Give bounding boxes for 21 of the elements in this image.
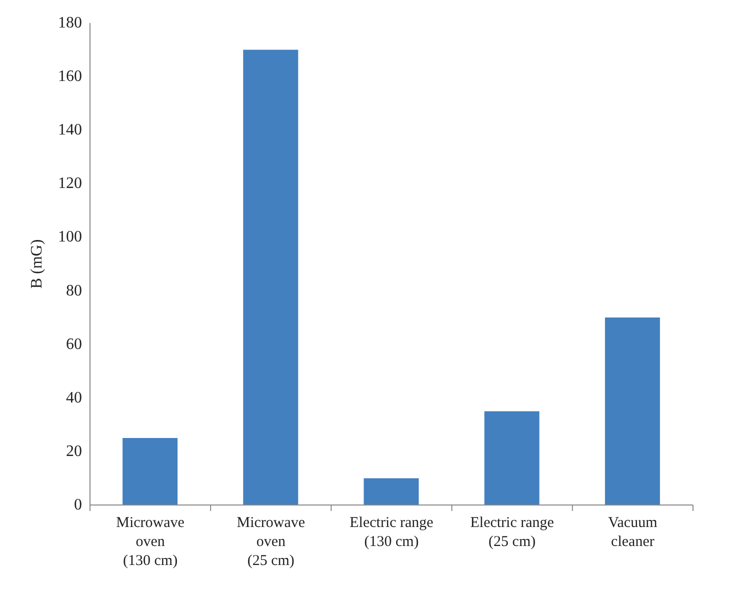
y-tick-label: 40 [66,389,82,406]
bar [364,478,419,505]
bar [243,50,298,505]
y-tick-label: 120 [58,175,82,192]
bar [484,411,540,505]
x-tick-label: Vacuum cleaner [608,515,658,550]
x-tick-label: Electric range (25 cm) [470,515,554,550]
y-axis-title: B (mG) [28,239,46,289]
y-tick-label: 160 [58,68,82,86]
y-tick-label: 60 [66,336,82,353]
x-tick-label: Electric range (130 cm) [350,515,434,550]
y-tick-label: 180 [58,14,82,32]
y-tick-label: 80 [66,282,82,300]
bar [604,318,660,505]
y-tick-label: 20 [66,442,82,460]
y-tick-label: 140 [58,122,82,139]
x-tick-label: Microwave oven (130 cm) [116,515,185,569]
x-tick-label: Microwave oven (25 cm) [236,515,306,569]
y-tick-label: 100 [58,228,82,246]
bar [122,438,178,505]
y-tick-label: 0 [74,496,82,514]
